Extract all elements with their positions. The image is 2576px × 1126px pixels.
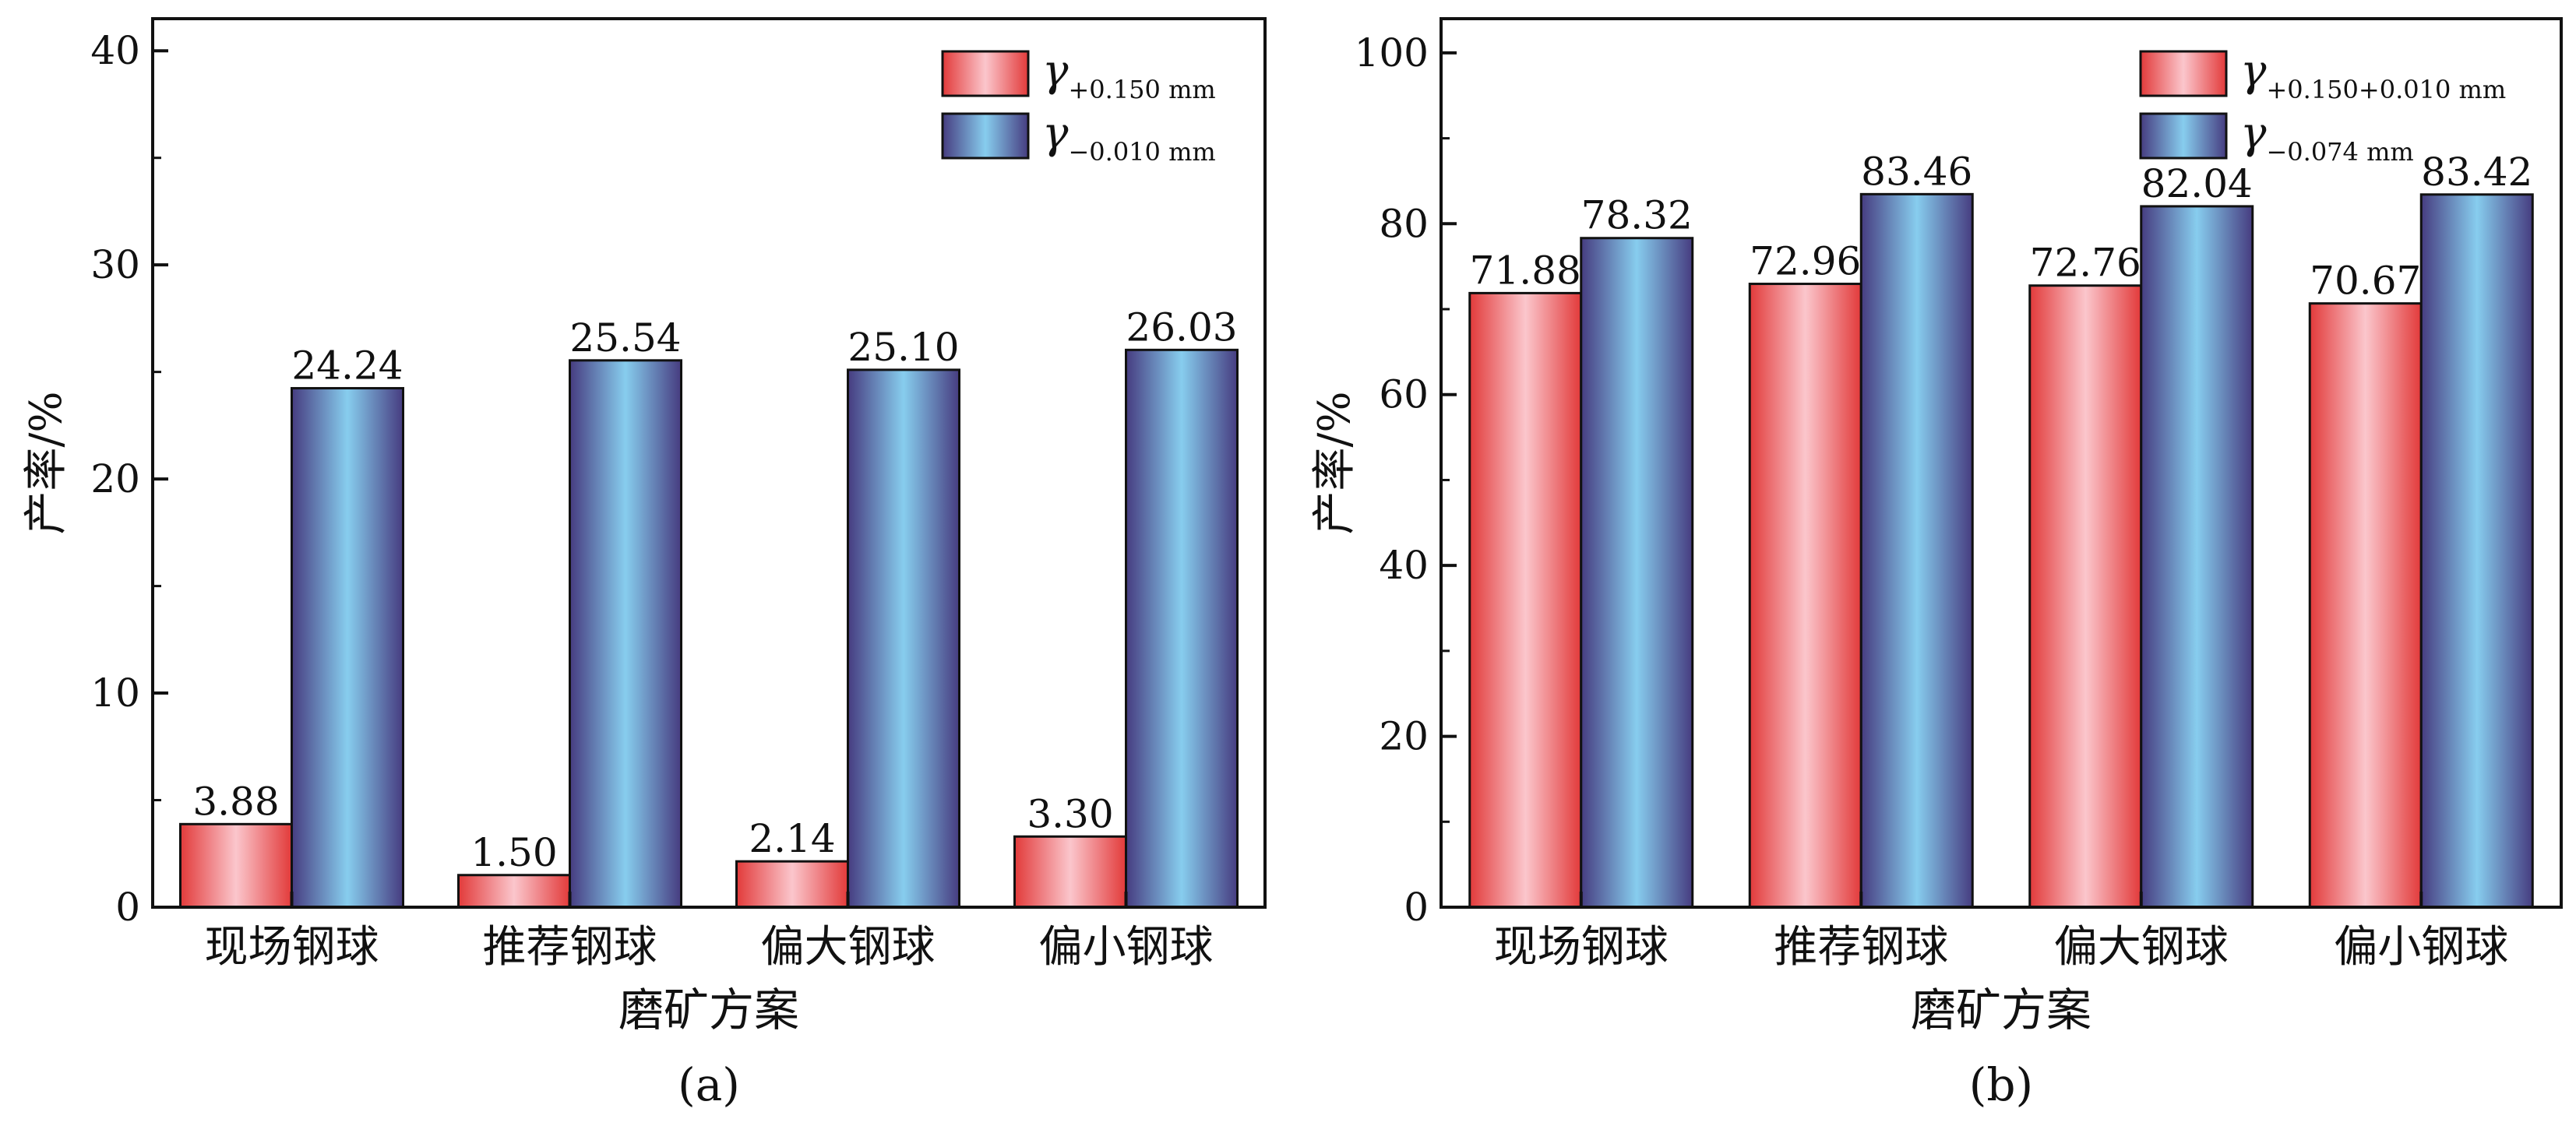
bar-blue-1 <box>1580 237 1694 909</box>
legend-swatch-blue <box>941 112 1030 160</box>
data-label: 83.42 <box>2421 150 2532 195</box>
x-axis-title: 磨矿方案 <box>1911 983 2091 1036</box>
y-tick-label: 60 <box>1379 372 1429 417</box>
x-tick-label: 偏小钢球 <box>2334 922 2508 973</box>
bar-blue-3 <box>2140 205 2254 909</box>
legend-symbol: γ <box>2240 108 2267 159</box>
legend-swatch-red <box>2139 50 2228 97</box>
data-label: 82.04 <box>2141 161 2253 206</box>
data-label: 2.14 <box>749 816 835 861</box>
legend-subscript: −0.010 mm <box>1068 137 1215 167</box>
data-label: 1.50 <box>470 830 557 875</box>
bar-blue-4 <box>1125 348 1239 909</box>
plot-frame <box>151 17 1267 909</box>
bar-red-4 <box>2308 302 2423 909</box>
bar-blue-4 <box>2419 193 2534 909</box>
bar-red-1 <box>1468 291 1583 909</box>
legend-swatch-blue <box>2139 112 2228 160</box>
data-label: 70.67 <box>2310 259 2421 304</box>
legend-entry: γ+0.150 mm <box>1042 46 1216 104</box>
y-tick-label: 20 <box>90 456 140 501</box>
data-label: 26.03 <box>1126 304 1237 350</box>
legend-entry: γ−0.074 mm <box>2240 108 2414 167</box>
bar-blue-1 <box>291 387 404 909</box>
plot-frame <box>1440 17 2563 909</box>
bar-red-3 <box>2028 284 2143 909</box>
bar-red-2 <box>1748 283 1862 909</box>
data-label: 24.24 <box>291 343 403 389</box>
data-label: 72.96 <box>1750 239 1861 284</box>
legend-symbol: γ <box>1042 108 1069 159</box>
legend-subscript: −0.074 mm <box>2266 137 2413 167</box>
legend-entry: γ−0.010 mm <box>1042 108 1216 167</box>
y-axis-title: 产率/% <box>1309 391 1360 534</box>
bar-red-1 <box>179 822 293 909</box>
data-label: 3.30 <box>1027 791 1113 836</box>
x-axis-title: 磨矿方案 <box>618 983 799 1036</box>
legend-symbol: γ <box>2240 46 2267 97</box>
data-label: 3.88 <box>192 779 279 824</box>
data-label: 25.54 <box>569 315 681 361</box>
bar-blue-3 <box>847 368 960 909</box>
panel-label: (a) <box>678 1058 740 1111</box>
bar-blue-2 <box>1859 192 1974 909</box>
x-tick-label: 推荐钢球 <box>483 922 657 973</box>
y-tick-label: 30 <box>90 242 140 287</box>
y-tick-label: 10 <box>90 670 140 716</box>
legend-subscript: +0.150+0.010 mm <box>2266 75 2506 104</box>
data-label: 72.76 <box>2030 241 2141 286</box>
y-tick-label: 80 <box>1379 201 1429 246</box>
x-tick-label: 推荐钢球 <box>1774 922 1948 973</box>
x-tick-label: 偏小钢球 <box>1039 922 1214 973</box>
y-tick-label: 0 <box>1404 885 1429 930</box>
y-axis-title: 产率/% <box>21 391 72 534</box>
y-tick-label: 0 <box>115 885 140 930</box>
y-tick-label: 40 <box>1379 543 1429 588</box>
bar-blue-2 <box>569 359 682 909</box>
x-tick-label: 现场钢球 <box>205 922 379 973</box>
legend-symbol: γ <box>1042 46 1069 97</box>
data-label: 25.10 <box>848 325 959 370</box>
bar-red-2 <box>457 874 571 909</box>
x-tick-label: 现场钢球 <box>1494 922 1669 973</box>
legend: γ+0.150 mmγ−0.010 mm <box>941 46 1216 167</box>
legend-entry: γ+0.150+0.010 mm <box>2240 46 2506 104</box>
legend-swatch-red <box>941 50 1030 97</box>
x-tick-label: 偏大钢球 <box>761 922 936 973</box>
bar-red-3 <box>735 860 849 909</box>
panel-label: (b) <box>1969 1058 2033 1111</box>
y-tick-label: 20 <box>1379 714 1429 759</box>
x-tick-label: 偏大钢球 <box>2054 922 2229 973</box>
data-label: 83.46 <box>1861 149 1972 194</box>
legend: γ+0.150+0.010 mmγ−0.074 mm <box>2139 46 2506 167</box>
data-label: 78.32 <box>1581 193 1693 238</box>
y-tick-label: 40 <box>90 28 140 73</box>
y-tick-label: 100 <box>1355 30 1429 76</box>
bar-red-4 <box>1013 835 1127 909</box>
chart-panel-a: 3.88 1.50 2.14 3.30 24.24 25.54 25.10 26.03 0 10 2… <box>21 17 1267 1111</box>
legend-subscript: +0.150 mm <box>1068 75 1215 104</box>
data-label: 71.88 <box>1470 248 1581 293</box>
chart-panel-b: 71.88 72.96 72.76 70.67 78.32 83.46 82.04 83.42… <box>1309 17 2563 1111</box>
